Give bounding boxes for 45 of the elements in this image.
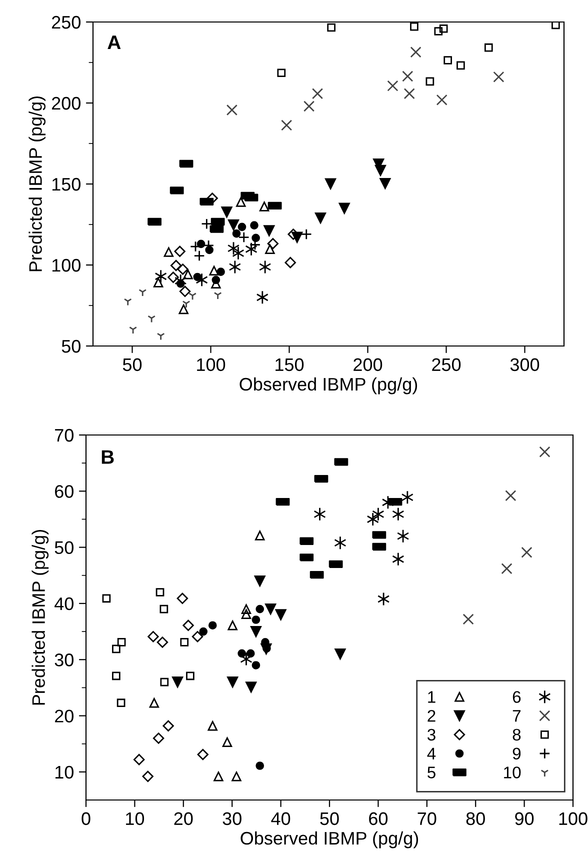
y-tick-label: 50: [54, 541, 74, 554]
legend-label: 6: [512, 691, 521, 703]
legend-label: 3: [427, 728, 436, 741]
x-axis-title: Observed IBMP (pg/g): [240, 377, 418, 394]
x-tick-label: 200: [354, 358, 382, 372]
legend-label: 5: [428, 766, 436, 778]
y-tick-label: 70: [55, 428, 74, 442]
legend-label: 8: [512, 728, 521, 741]
y-tick-label: 40: [54, 597, 74, 610]
y-tick-label: 150: [52, 178, 80, 191]
x-tick-label: 30: [222, 812, 242, 826]
y-tick-label: 250: [52, 16, 80, 29]
y-tick-label: 60: [55, 485, 74, 498]
x-tick-label: 100: [197, 358, 226, 372]
annotation: A: [108, 36, 121, 50]
x-tick-label: 250: [432, 358, 461, 372]
y-tick-label: 10: [55, 766, 74, 779]
legend-label: 7: [512, 710, 520, 722]
x-tick-label: 80: [466, 812, 485, 826]
y-tick-label: 50: [62, 340, 80, 353]
legend-label: 2: [428, 710, 436, 722]
x-tick-label: 50: [122, 358, 142, 372]
y-axis-title: Predicted IBMP (pg/g): [28, 96, 46, 272]
x-tick-label: 100: [559, 812, 588, 826]
x-tick-label: 300: [510, 358, 540, 372]
legend-label: 4: [427, 748, 436, 760]
x-tick-label: 90: [515, 812, 534, 826]
legend-label: 10: [504, 766, 521, 778]
x-tick-label: 70: [418, 812, 436, 826]
x-tick-label: 150: [276, 358, 304, 372]
legend-label: 9: [512, 748, 521, 760]
y-axis-title: Predicted IBMP (pg/g): [32, 530, 49, 705]
y-tick-label: 30: [54, 654, 74, 666]
x-tick-label: 40: [271, 812, 290, 826]
x-axis-title: Observed IBMP (pg/g): [240, 831, 418, 848]
x-tick-label: 20: [174, 812, 193, 826]
annotation: B: [102, 450, 114, 464]
y-tick-label: 100: [52, 258, 80, 272]
y-tick-label: 200: [52, 96, 80, 110]
x-tick-label: 0: [82, 812, 90, 826]
legend-label: 1: [428, 691, 436, 703]
x-tick-label: 50: [320, 812, 339, 826]
x-tick-label: 60: [369, 812, 388, 826]
x-tick-label: 10: [126, 812, 144, 826]
y-tick-label: 20: [55, 710, 74, 722]
